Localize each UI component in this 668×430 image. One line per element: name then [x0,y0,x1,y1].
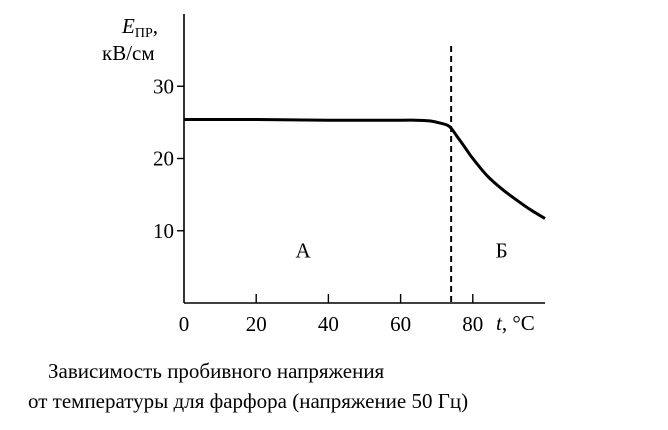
region-label: Б [496,238,508,262]
y-tick-label: 30 [153,74,174,98]
x-tick-label: 20 [246,312,267,336]
x-tick-label: 80 [462,312,483,336]
y-tick-label: 10 [153,219,174,243]
y-axis-title: EПР, кВ/см [102,14,158,65]
caption-line-1: Зависимость пробивного напряжения [48,359,385,383]
y-axis-variable: E [121,14,135,38]
x-axis-title: t, °C [496,311,535,335]
y-axis-subscript: ПР [135,26,153,41]
x-tick-label: 60 [390,312,411,336]
y-ticks: 10 20 30 [153,74,184,243]
x-tick-label: 0 [179,312,190,336]
x-tick-label: 40 [318,312,339,336]
caption-line-2: от температуры для фарфора (напряжение 5… [28,389,469,413]
series-line [183,117,546,220]
x-ticks: 0 20 40 60 80 [179,294,483,336]
y-tick-label: 20 [153,147,174,171]
y-axis-unit: кВ/см [102,41,155,65]
region-label: А [296,238,312,262]
y-axis-comma: , [153,14,158,38]
x-axis-unit: , °C [502,311,535,335]
svg-text:EПР,: EПР, [121,14,158,41]
x-axis-variable: t [496,311,503,335]
